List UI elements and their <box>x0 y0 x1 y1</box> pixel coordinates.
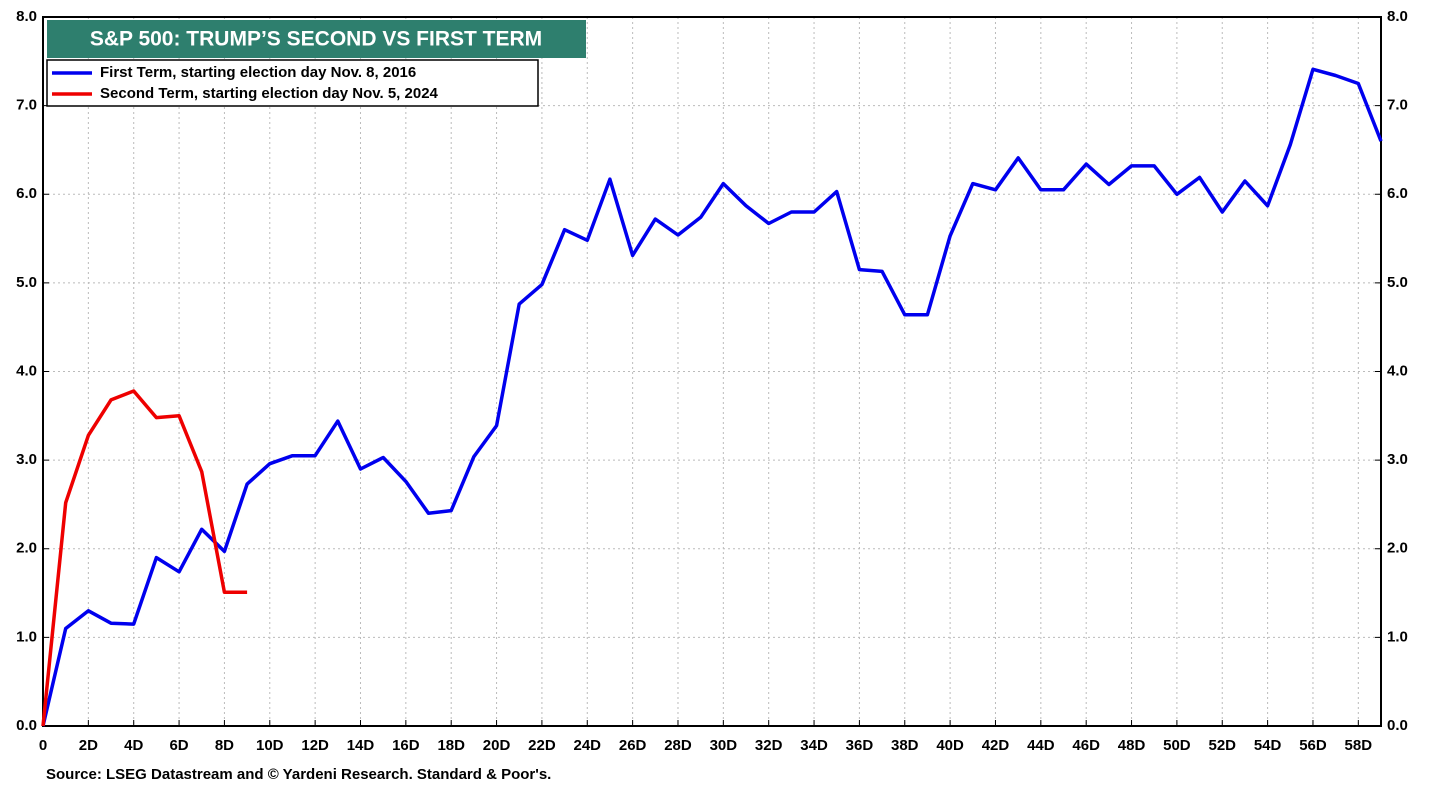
x-tick-label: 54D <box>1254 737 1282 754</box>
x-tick-label: 48D <box>1118 737 1146 754</box>
x-tick-label: 12D <box>301 737 329 754</box>
y-tick-label: 7.0 <box>16 97 37 114</box>
chart-title: S&P 500: TRUMP’S SECOND VS FIRST TERM <box>90 28 542 51</box>
y-tick-label: 2.0 <box>16 540 37 557</box>
series-line <box>41 67 1383 727</box>
x-tick-label: 8D <box>215 737 234 754</box>
x-tick-label: 28D <box>664 737 692 754</box>
x-tick-label: 20D <box>483 737 511 754</box>
x-tick-label: 22D <box>528 737 556 754</box>
legend-label: Second Term, starting election day Nov. … <box>100 85 439 102</box>
y2-tick-label: 3.0 <box>1387 451 1408 468</box>
series-line <box>41 389 248 727</box>
x-tick-label: 46D <box>1072 737 1100 754</box>
x-tick-label: 14D <box>347 737 375 754</box>
x-tick-label: 56D <box>1299 737 1327 754</box>
x-tick-label: 6D <box>169 737 188 754</box>
y-tick-label: 8.0 <box>16 8 37 25</box>
legend-box <box>46 59 539 107</box>
x-tick-label: 10D <box>256 737 284 754</box>
y-tick-label: 1.0 <box>16 628 37 645</box>
x-tick-label: 40D <box>936 737 964 754</box>
x-tick-label: 18D <box>437 737 465 754</box>
x-tick-label: 42D <box>982 737 1010 754</box>
x-tick-label: 26D <box>619 737 647 754</box>
y-tick-label: 6.0 <box>16 185 37 202</box>
x-tick-label: 16D <box>392 737 420 754</box>
y2-tick-label: 5.0 <box>1387 274 1408 291</box>
y2-tick-label: 2.0 <box>1387 540 1408 557</box>
x-tick-label: 58D <box>1345 737 1373 754</box>
title-background <box>47 20 586 58</box>
y-tick-label: 5.0 <box>16 274 37 291</box>
x-tick-label: 44D <box>1027 737 1055 754</box>
x-tick-label: 38D <box>891 737 919 754</box>
x-tick-label: 24D <box>574 737 602 754</box>
legend-label: First Term, starting election day Nov. 8… <box>100 64 416 81</box>
x-tick-label: 30D <box>710 737 738 754</box>
y2-tick-label: 0.0 <box>1387 717 1408 734</box>
source-note: Source: LSEG Datastream and © Yardeni Re… <box>46 766 551 783</box>
x-tick-label: 50D <box>1163 737 1191 754</box>
x-tick-label: 32D <box>755 737 783 754</box>
y2-tick-label: 7.0 <box>1387 97 1408 114</box>
x-tick-label: 52D <box>1208 737 1236 754</box>
x-tick-label: 0 <box>39 737 47 754</box>
x-tick-label: 36D <box>846 737 874 754</box>
y2-tick-label: 4.0 <box>1387 362 1408 379</box>
y2-tick-label: 1.0 <box>1387 628 1408 645</box>
y-tick-label: 4.0 <box>16 362 37 379</box>
plot-frame <box>42 16 1382 727</box>
y2-tick-label: 8.0 <box>1387 8 1408 25</box>
x-tick-label: 34D <box>800 737 828 754</box>
y-tick-label: 0.0 <box>16 717 37 734</box>
y2-tick-label: 6.0 <box>1387 185 1408 202</box>
y-tick-label: 3.0 <box>16 451 37 468</box>
x-tick-label: 4D <box>124 737 143 754</box>
x-tick-label: 2D <box>79 737 98 754</box>
